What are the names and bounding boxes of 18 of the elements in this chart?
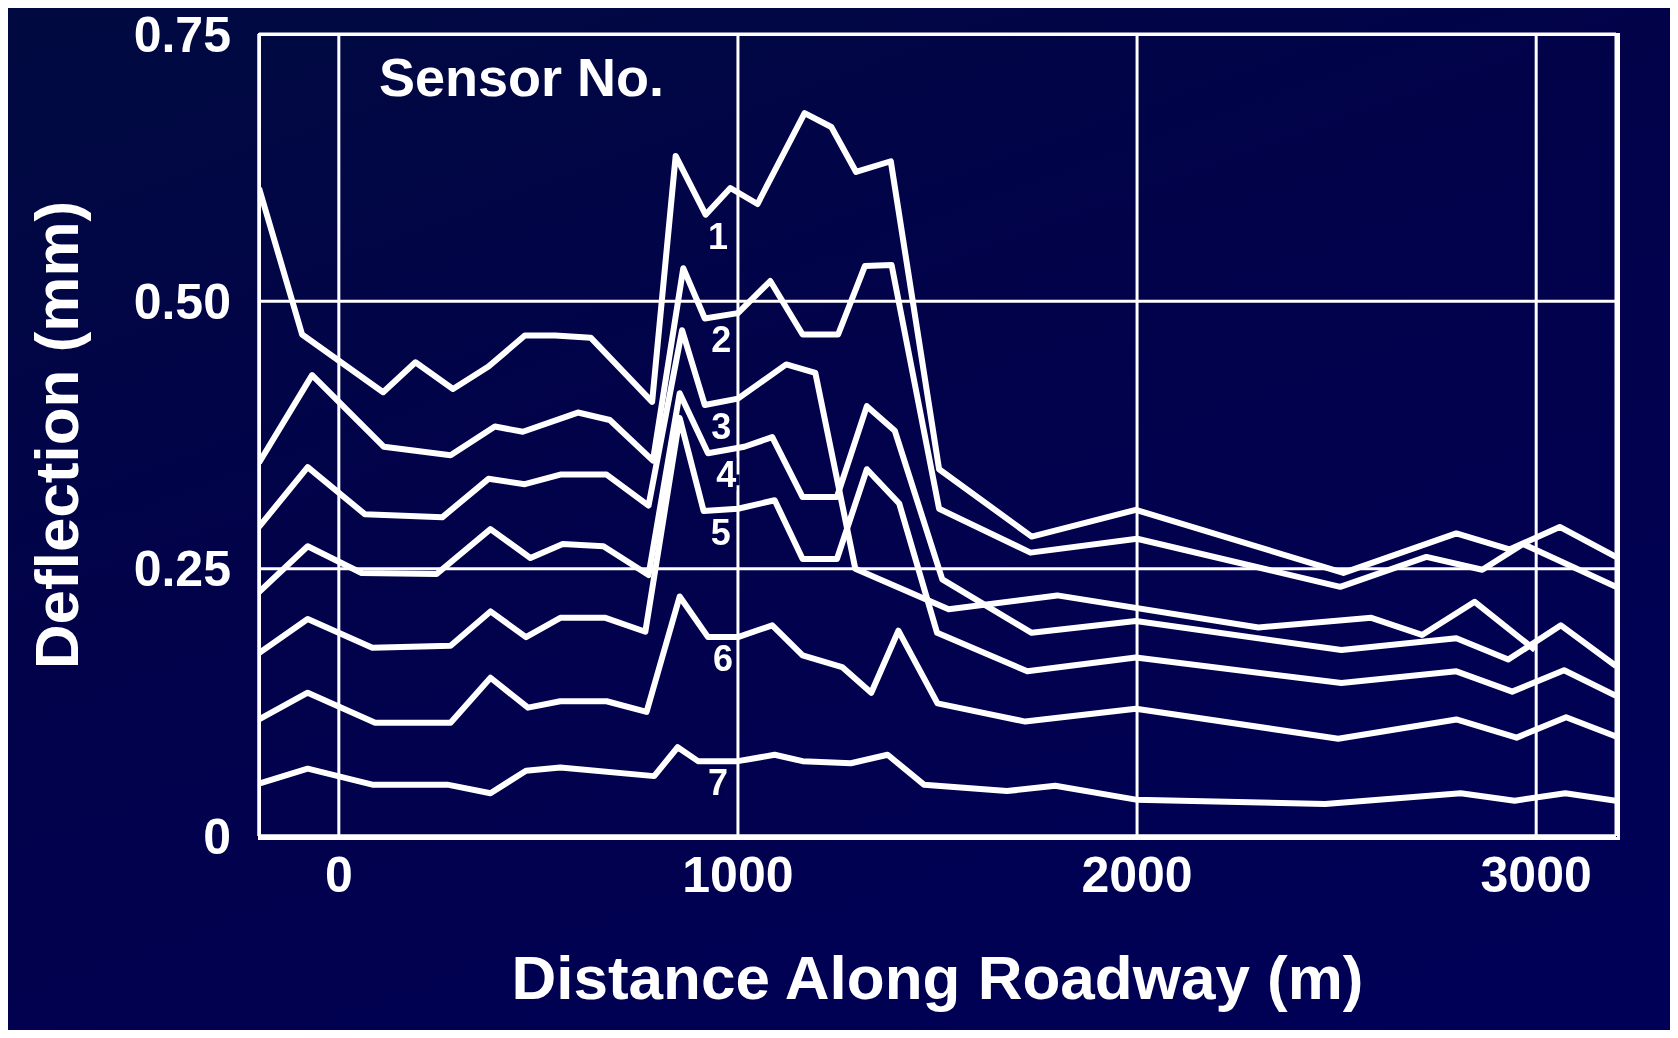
y-tick-label: 0.75: [133, 6, 231, 63]
x-tick-label: 1000: [682, 846, 794, 903]
y-tick-label: 0: [203, 808, 231, 865]
y-axis-title: Deflection (mm): [20, 200, 92, 670]
x-tick-label: 0: [324, 846, 353, 903]
series-label: 7: [707, 762, 728, 804]
y-tick-label: 0.25: [133, 541, 231, 598]
legend-title: Sensor No.: [379, 46, 665, 108]
x-axis-title: Distance Along Roadway (m): [510, 942, 1365, 1013]
series-label: 2: [711, 319, 732, 361]
x-tick-label: 2000: [1081, 846, 1193, 903]
series-label: 4: [716, 454, 737, 496]
series-label: 1: [707, 215, 728, 257]
x-tick-label: 3000: [1480, 846, 1592, 903]
series-label: 3: [711, 406, 732, 448]
y-tick-label: 0.50: [133, 274, 231, 331]
series-label: 6: [712, 638, 733, 680]
series-label: 5: [710, 511, 731, 553]
